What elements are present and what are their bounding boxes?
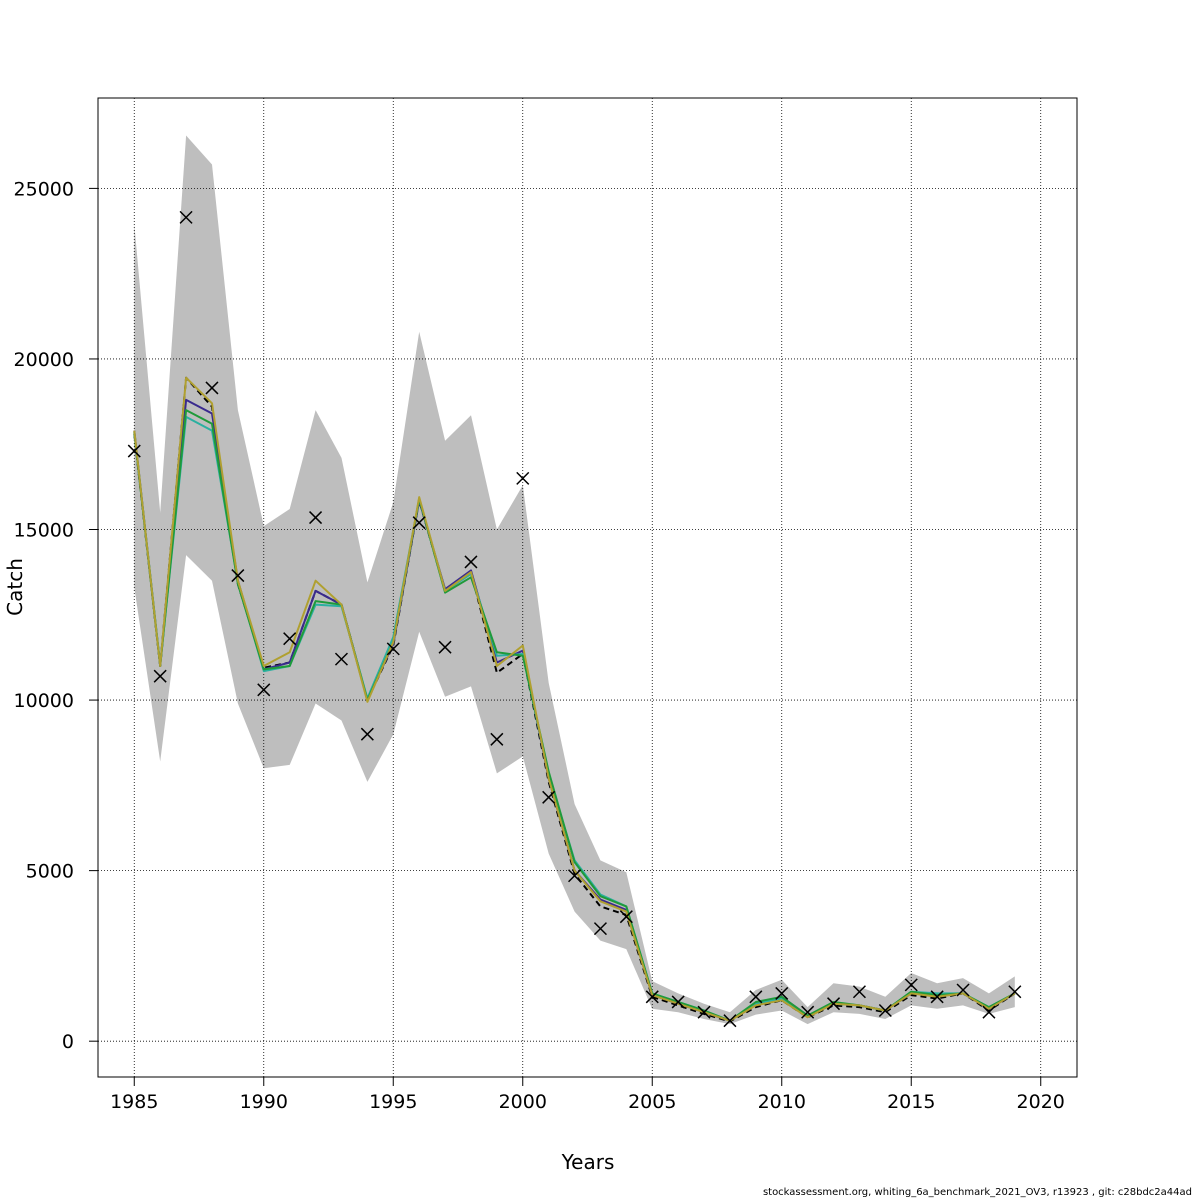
observed-point-1990	[257, 683, 271, 697]
observed-point-1992	[309, 511, 323, 525]
y-axis-title: Catch	[3, 558, 27, 616]
y-tick-label-10000: 10000	[14, 690, 74, 712]
observed-point-1993	[334, 652, 348, 666]
observed-point-2017	[956, 983, 970, 997]
observed-point-2005	[645, 990, 659, 1004]
observed-point-2010	[775, 986, 789, 1000]
observed-point-2013	[852, 985, 866, 999]
observed-point-2016	[930, 990, 944, 1004]
x-tick-label-2005: 2005	[628, 1091, 676, 1113]
observed-point-2015	[904, 978, 918, 992]
band-layer	[134, 135, 1015, 1025]
x-tick-label-1995: 1995	[369, 1091, 417, 1113]
observed-point-2002	[568, 869, 582, 883]
observed-point-1991	[283, 632, 297, 646]
y-tick-label-15000: 15000	[14, 520, 74, 542]
plot-frame	[97, 97, 1078, 1078]
marker-layer	[127, 210, 1022, 1028]
axis-layer: 1985 1990 1995 2000 2005 2010 2015 2020 0 5000 100…	[14, 178, 1065, 1113]
x-tick-label-1985: 1985	[110, 1091, 158, 1113]
observed-point-2007	[697, 1005, 711, 1019]
series-line-run-olive	[133, 376, 1016, 1022]
observed-point-2006	[671, 995, 685, 1009]
confidence-band	[134, 135, 1015, 1025]
series-line-run-black-dashed	[133, 376, 1016, 1023]
observed-point-1986	[153, 669, 167, 683]
x-tick-label-1990: 1990	[240, 1091, 288, 1113]
x-axis-title: Years	[561, 1150, 615, 1174]
observed-point-2011	[801, 1005, 815, 1019]
y-tick-label-25000: 25000	[14, 178, 74, 200]
observed-point-1996	[412, 516, 426, 530]
y-tick-label-0: 0	[62, 1031, 74, 1053]
observed-point-1994	[360, 727, 374, 741]
observed-point-2019	[1008, 985, 1022, 999]
observed-point-1988	[205, 381, 219, 395]
y-tick-label-20000: 20000	[14, 349, 74, 371]
observed-point-1999	[490, 732, 504, 746]
observed-point-1985	[127, 444, 141, 458]
observed-point-2004	[619, 910, 633, 924]
observed-point-2018	[982, 1005, 996, 1019]
observed-point-1998	[464, 555, 478, 569]
observed-point-2001	[542, 790, 556, 804]
x-tick-label-2010: 2010	[758, 1091, 806, 1113]
observed-point-2012	[827, 997, 841, 1011]
observed-point-2009	[749, 990, 763, 1004]
observed-point-1995	[386, 642, 400, 656]
observed-point-2014	[878, 1003, 892, 1018]
x-tick-label-2015: 2015	[887, 1091, 935, 1113]
observed-point-2003	[593, 922, 607, 936]
x-tick-label-2000: 2000	[499, 1091, 547, 1113]
x-tick-label-2020: 2020	[1017, 1091, 1065, 1113]
grid-layer	[98, 98, 1077, 1077]
observed-point-2008	[723, 1014, 737, 1028]
observed-point-1987	[179, 210, 193, 224]
observed-point-2000	[516, 471, 530, 485]
footer-credit: stockassessment.org, whiting_6a_benchmar…	[762, 1187, 1192, 1198]
observed-point-1997	[438, 640, 452, 654]
observed-point-1989	[231, 569, 245, 583]
series-layer	[133, 376, 1016, 1023]
y-tick-label-5000: 5000	[26, 861, 74, 883]
